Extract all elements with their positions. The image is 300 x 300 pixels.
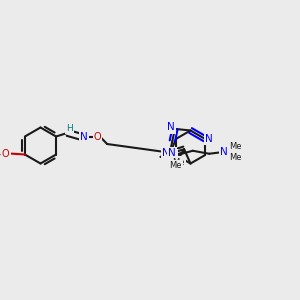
Text: O: O	[94, 131, 101, 142]
Text: Me: Me	[167, 162, 181, 171]
Text: Me: Me	[169, 161, 182, 170]
Text: Me: Me	[229, 142, 241, 151]
Text: Me: Me	[229, 153, 241, 162]
Text: N: N	[205, 134, 213, 144]
Text: N: N	[167, 122, 175, 132]
Text: N: N	[168, 148, 176, 158]
Text: O: O	[2, 148, 10, 159]
Text: Me: Me	[172, 158, 185, 167]
Text: H: H	[67, 124, 73, 133]
Text: N: N	[80, 131, 88, 142]
Text: Me: Me	[172, 158, 184, 166]
Text: N: N	[169, 150, 177, 160]
Text: N: N	[220, 147, 228, 157]
Text: N: N	[162, 148, 170, 158]
